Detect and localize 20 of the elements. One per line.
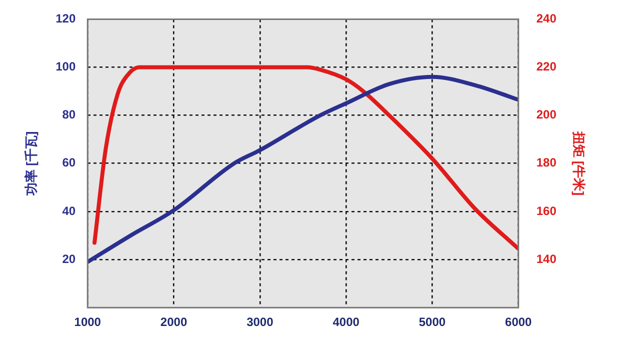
x-tick-label: 6000 xyxy=(505,315,532,330)
y2-tick-label: 140 xyxy=(536,252,557,266)
y2-tick-label: 220 xyxy=(536,60,557,74)
x-tick-label: 3000 xyxy=(246,315,274,330)
x-tick-label: 5000 xyxy=(418,315,446,330)
x-tick-label: 4000 xyxy=(332,315,360,330)
y-tick-label: 40 xyxy=(62,204,76,218)
y-tick-label: 120 xyxy=(56,12,76,26)
x-tick-label: 2000 xyxy=(160,315,188,330)
y2-tick-label: 160 xyxy=(536,204,557,218)
y-tick-label: 60 xyxy=(62,156,76,170)
y-tick-label: 100 xyxy=(56,60,76,74)
y-tick-label: 80 xyxy=(62,108,76,122)
y-axis-title: 功率 [千瓦] xyxy=(23,131,38,197)
y-tick-label: 20 xyxy=(62,252,76,266)
y2-tick-label: 240 xyxy=(536,12,557,26)
y2-tick-label: 180 xyxy=(536,156,557,170)
y2-axis-title: 扭矩 [牛米] xyxy=(572,130,587,196)
x-tick-label: 1000 xyxy=(74,315,102,330)
y2-tick-label: 200 xyxy=(536,108,557,122)
